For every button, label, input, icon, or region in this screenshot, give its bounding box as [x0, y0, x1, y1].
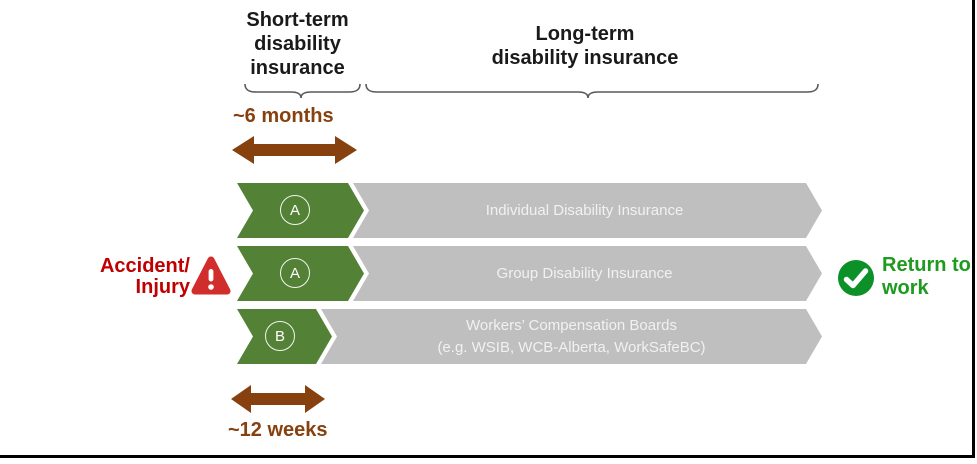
route-letter: B	[274, 327, 285, 345]
route-letter: A	[289, 264, 300, 282]
route-letter-badge: B	[265, 321, 295, 351]
insurance-bar-individual: A Individual Disability Insurance	[237, 183, 822, 238]
accident-injury-label: Accident/ Injury	[99, 255, 190, 298]
long-term-title: Long-term disability insurance	[491, 23, 679, 69]
check-circle-icon	[838, 260, 874, 296]
frame-bottom-edge	[0, 455, 975, 458]
duration-6-months-label: ~6 months	[233, 105, 334, 127]
route-letter: A	[289, 201, 300, 219]
duration-12-weeks-label: ~12 weeks	[228, 419, 328, 441]
bar-label: Workers’ Compensation Boards (e.g. WSIB,…	[437, 316, 706, 356]
header-braces	[244, 83, 819, 99]
twelve-week-span-arrow-icon	[231, 385, 325, 413]
return-to-work-label: Return to work	[882, 254, 971, 299]
route-letter-badge: A	[280, 258, 310, 288]
short-term-title: Short-term disability insurance	[246, 9, 349, 79]
short-term-brace-icon	[244, 83, 361, 99]
insurance-bar-workers-comp: B Workers’ Compensation Boards (e.g. WSI…	[237, 309, 822, 364]
insurance-bar-group: A Group Disability Insurance	[237, 246, 822, 301]
bar-label: Group Disability Insurance	[496, 264, 673, 282]
frame-right-edge	[972, 0, 975, 458]
warning-triangle-icon	[191, 256, 231, 295]
route-letter-badge: A	[280, 195, 310, 225]
bar-label: Individual Disability Insurance	[485, 201, 684, 219]
long-term-brace-icon	[365, 83, 819, 99]
six-month-span-arrow-icon	[232, 136, 357, 164]
